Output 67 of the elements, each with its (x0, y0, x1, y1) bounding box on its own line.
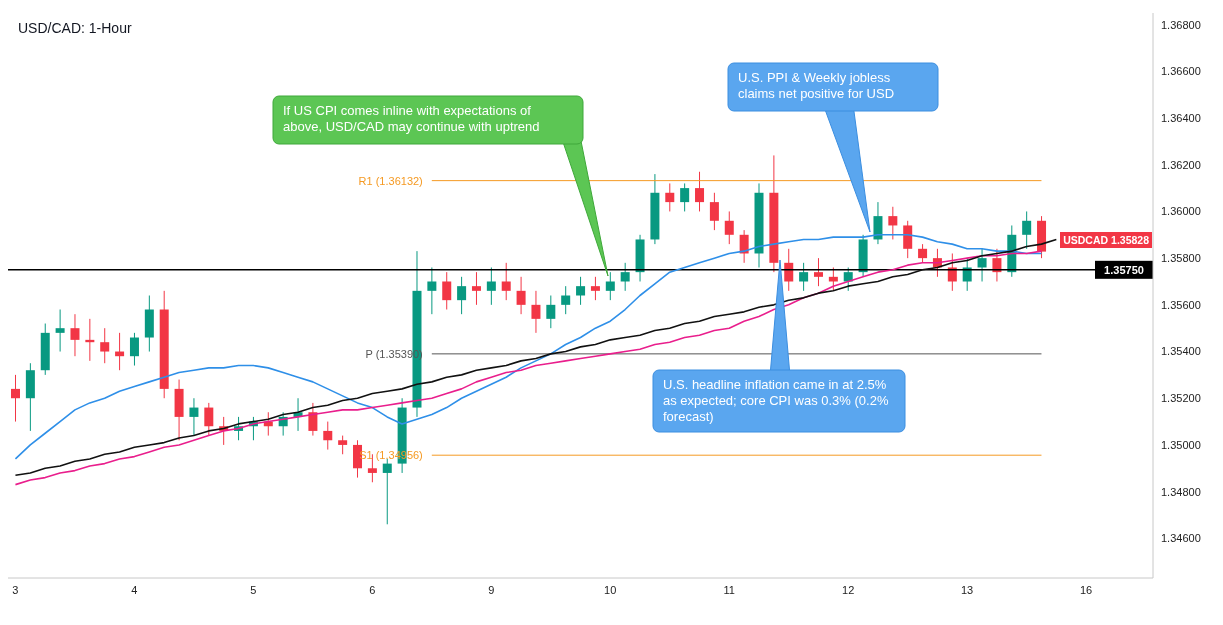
x-tick-label: 6 (369, 583, 376, 596)
x-tick-label: 5 (250, 583, 257, 596)
y-tick-label: 1.35400 (1161, 345, 1201, 358)
candlestick (323, 421, 333, 451)
ref-line-label: 1.35750 (1104, 263, 1144, 276)
candlestick (888, 206, 898, 240)
candlestick (813, 257, 823, 287)
x-tick-label: 10 (604, 583, 617, 596)
candlestick (1022, 210, 1032, 250)
x-tick-label: 12 (842, 583, 855, 596)
text: USD/CAD: 1-Hour (18, 20, 132, 36)
annotation: USDCAD 1.35828 (1060, 231, 1152, 248)
y-tick-label: 1.35200 (1161, 392, 1201, 405)
candlestick (724, 210, 734, 245)
x-tick-label: 11 (723, 583, 735, 596)
candlestick (695, 171, 705, 212)
y-tick-label: 1.36200 (1161, 158, 1201, 171)
candlestick (843, 266, 853, 292)
y-tick-label: 1.36400 (1161, 111, 1201, 124)
candlestick (590, 276, 600, 301)
annotation: U.S. PPI & Weekly jobless claims net positive for USD (728, 63, 938, 109)
candlestick (799, 262, 809, 292)
candlestick (903, 220, 913, 259)
candlestick (486, 266, 496, 306)
y-tick-label: 1.36600 (1161, 65, 1201, 78)
candlestick (709, 192, 719, 231)
candlestick (977, 248, 987, 282)
annotation: U.S. headline inflation came in at 2.5% as expected; core CPI was 0.3% (0.2% forecast) (653, 370, 905, 432)
x-tick-label: 4 (131, 583, 138, 596)
x-tick-label: 9 (488, 583, 495, 596)
candlestick (546, 295, 556, 329)
candlestick (442, 271, 452, 311)
candlestick (576, 276, 586, 306)
candlestick (338, 435, 348, 455)
candlestick (516, 276, 526, 315)
candlestick (873, 201, 883, 245)
candlestick (308, 402, 318, 437)
candlestick (11, 374, 20, 423)
y-tick-label: 1.34600 (1161, 532, 1201, 545)
candlestick (620, 262, 630, 292)
candlestick (605, 271, 615, 301)
y-tick-label: 1.35800 (1161, 252, 1201, 265)
candlestick (70, 313, 80, 357)
y-tick-label: 1.35000 (1161, 438, 1201, 451)
y-tick-label: 1.36000 (1161, 205, 1201, 218)
candlestick (204, 402, 214, 437)
y-tick-label: 1.36800 (1161, 18, 1201, 31)
candlestick (680, 182, 690, 212)
y-tick-label: 1.34800 (1161, 485, 1201, 498)
candlestick (100, 327, 110, 364)
candlestick (501, 262, 511, 301)
candlestick (457, 276, 467, 315)
x-tick-label: 13 (961, 583, 974, 596)
candlestick (665, 182, 675, 212)
candlestick (189, 397, 199, 437)
candlestick (129, 332, 139, 367)
candlestick (561, 285, 571, 315)
ref-line-label: R1 (1.36132) (358, 174, 423, 187)
x-tick-label: 3 (12, 583, 19, 596)
candlestick (918, 243, 928, 264)
candlestick (427, 266, 437, 315)
y-tick-label: 1.35600 (1161, 298, 1201, 311)
candlestick (471, 271, 481, 306)
candlestick (55, 309, 65, 353)
annotation: If US CPI comes inline with expectations of above, USD/CAD may continue with uptrend (273, 96, 583, 142)
candlestick (531, 290, 541, 334)
x-tick-label: 16 (1079, 583, 1093, 596)
